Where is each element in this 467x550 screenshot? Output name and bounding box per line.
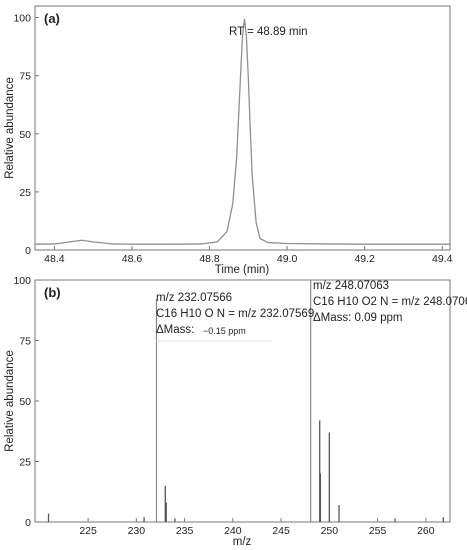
retention-time-annotation: RT = 48.89 min xyxy=(229,26,308,38)
a-x-tick-label: 49.4 xyxy=(432,253,453,265)
a-x-tick-label: 49.0 xyxy=(277,253,298,265)
annotation-248-delta: ΔMass: 0.09 ppm xyxy=(313,312,403,324)
a-y-tick-label: 50 xyxy=(19,129,31,141)
panel-b-y-ticks: 0 25 50 75 100 xyxy=(13,275,39,529)
spectrum-peaks xyxy=(47,280,444,522)
a-x-tick-label: 48.8 xyxy=(199,253,220,265)
b-y-tick-label: 75 xyxy=(19,336,31,348)
b-x-tick-label: 260 xyxy=(417,525,435,537)
a-y-tick-label: 25 xyxy=(19,187,31,199)
b-y-tick-label: 25 xyxy=(19,457,31,469)
annotation-232-delta-label: ΔMass: xyxy=(156,324,194,336)
a-y-tick-label: 75 xyxy=(19,71,31,83)
chromatogram-line xyxy=(34,18,450,245)
panel-b-label: (b) xyxy=(44,285,61,300)
panel-a-label: (a) xyxy=(44,11,60,26)
panel-b-y-axis-label: Relative abundance xyxy=(4,350,16,452)
panel-b-x-ticks: 225 230 235 240 245 250 255 260 xyxy=(79,518,435,537)
a-y-tick-label: 100 xyxy=(13,13,31,25)
a-x-tick-label: 49.2 xyxy=(354,253,375,265)
peak-annotation-232: m/z 232.07566 C16 H10 O N = m/z 232.0756… xyxy=(156,292,314,342)
b-x-tick-label: 235 xyxy=(176,525,194,537)
annotation-248-mz: m/z 248.07063 xyxy=(313,280,389,292)
panel-b-x-axis-label: m/z xyxy=(233,536,252,548)
a-y-tick-label: 0 xyxy=(25,245,31,257)
b-x-tick-label: 245 xyxy=(272,525,290,537)
annotation-232-formula: C16 H10 O N = m/z 232.07569 xyxy=(156,308,314,320)
b-x-tick-label: 250 xyxy=(321,525,339,537)
panel-a-y-axis-label: Relative abundance xyxy=(4,77,16,179)
annotation-248-formula: C16 H10 O2 N = m/z 248.07061 xyxy=(313,296,467,308)
peak-annotation-248: m/z 248.07063 C16 H10 O2 N = m/z 248.070… xyxy=(313,280,467,324)
b-y-tick-label: 50 xyxy=(19,396,31,408)
annotation-232-mz: m/z 232.07566 xyxy=(156,292,232,304)
annotation-232-delta-value: −0.15 ppm xyxy=(203,326,246,336)
panel-a-plot-area xyxy=(34,5,451,251)
panel-a-y-ticks: 0 25 50 75 100 xyxy=(13,13,39,257)
b-x-tick-label: 240 xyxy=(224,525,242,537)
a-x-tick-label: 48.6 xyxy=(122,253,143,265)
panel-a-x-ticks: 48.4 48.6 48.8 49.0 49.2 49.4 xyxy=(44,246,453,265)
b-x-tick-label: 255 xyxy=(369,525,387,537)
a-x-tick-label: 48.4 xyxy=(44,253,65,265)
b-y-tick-label: 0 xyxy=(25,517,31,529)
b-y-tick-label: 100 xyxy=(13,275,31,287)
panel-a-x-axis-label: Time (min) xyxy=(215,264,270,276)
b-x-tick-label: 225 xyxy=(79,525,97,537)
b-x-tick-label: 230 xyxy=(128,525,146,537)
